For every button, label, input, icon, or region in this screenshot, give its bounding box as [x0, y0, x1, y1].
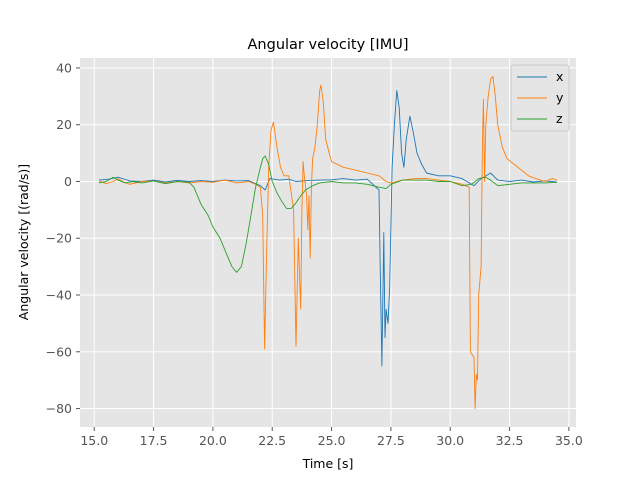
series-line-x	[98, 90, 558, 367]
x-tick-label: 30.0	[436, 433, 464, 448]
plot-area	[80, 58, 576, 427]
x-tick-label: 27.5	[377, 433, 405, 448]
series-layer	[98, 75, 558, 410]
series-line-z	[98, 155, 558, 273]
y-tick-label: 40	[56, 60, 72, 75]
x-tick-label: 32.5	[496, 433, 524, 448]
legend-label-z: z	[556, 111, 563, 126]
ticks: 15.0 17.5 20.0 22.5 25.0 27.5 30.0 32.5 35.0 40 20…	[46, 60, 583, 448]
x-tick-label: 35.0	[555, 433, 583, 448]
y-axis-label: Angular velocity [(rad/s)]	[16, 164, 31, 320]
y-tick-label: −60	[46, 344, 72, 359]
legend-label-x: x	[556, 69, 563, 84]
y-tick-label: −40	[46, 288, 72, 303]
x-tick-label: 20.0	[199, 433, 227, 448]
x-tick-label: 15.0	[80, 433, 108, 448]
chart-title: Angular velocity [IMU]	[248, 37, 409, 53]
x-tick-label: 22.5	[258, 433, 286, 448]
y-tick-label: −80	[46, 401, 72, 416]
legend: x y z	[510, 64, 570, 132]
x-tick-label: 25.0	[318, 433, 346, 448]
legend-label-y: y	[556, 90, 564, 105]
y-tick-label: 0	[64, 174, 72, 189]
y-tick-label: 20	[56, 117, 72, 132]
y-tick-label: −20	[46, 231, 72, 246]
x-axis-label: Time [s]	[302, 456, 354, 471]
series-line-y	[98, 75, 558, 410]
x-tick-label: 17.5	[140, 433, 168, 448]
